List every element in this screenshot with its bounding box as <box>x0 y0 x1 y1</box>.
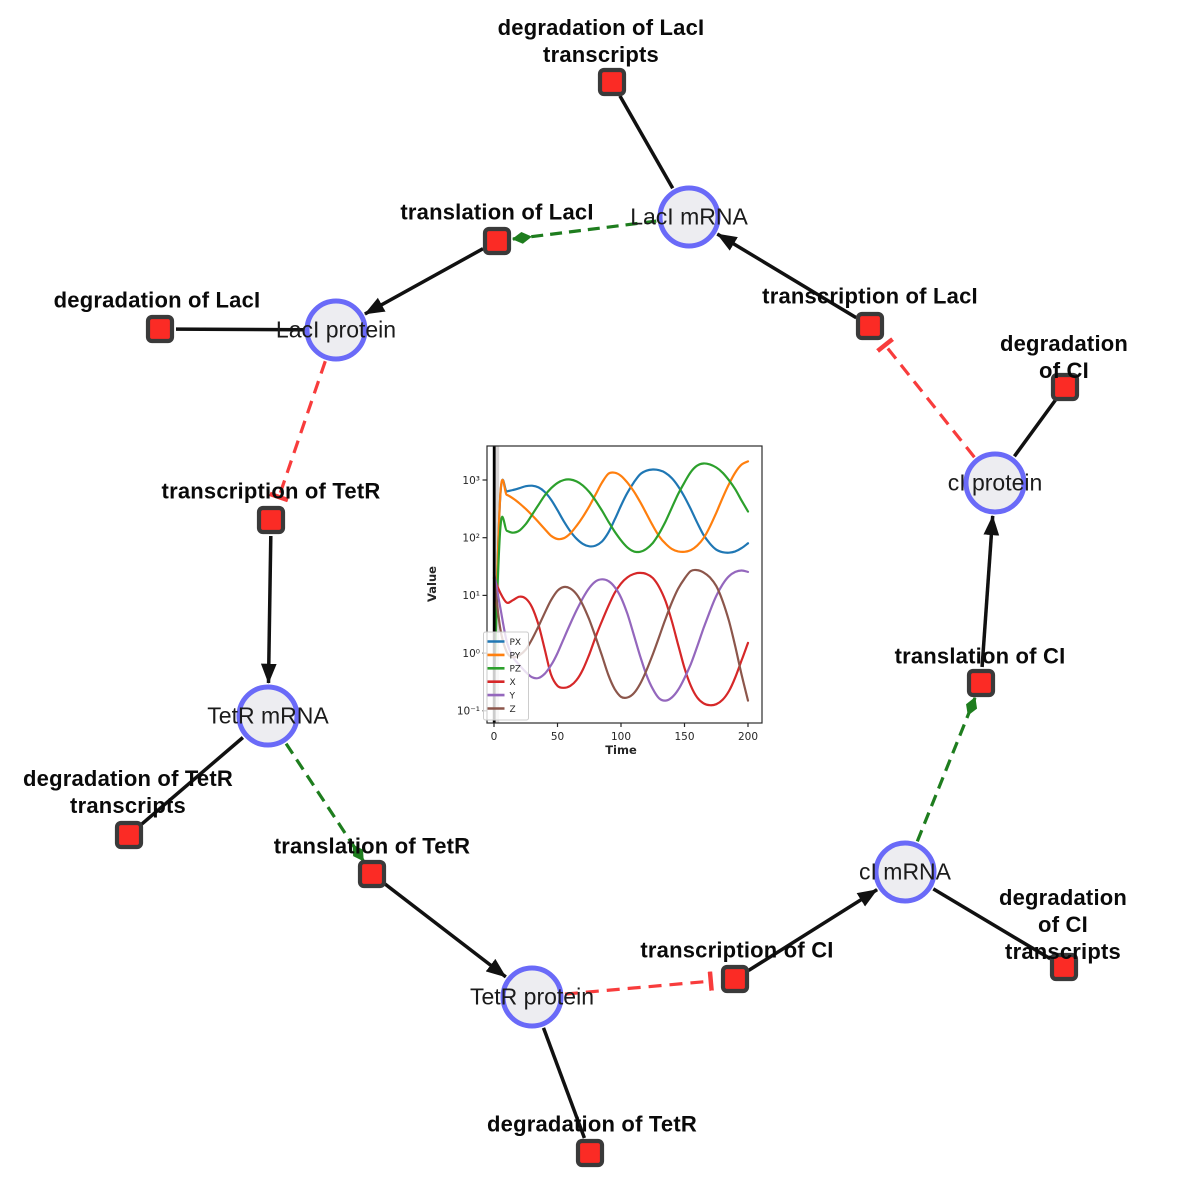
edge-reactant-ci-mrna-deg-ci-transcripts <box>932 887 1052 961</box>
legend-label: PZ <box>510 665 522 675</box>
x-tick-label: 0 <box>491 731 498 743</box>
series-line-PY <box>492 460 750 685</box>
timeseries-chart: 0 50 100 150 20010⁻¹10⁰10¹10²10³TimeValuePXP… <box>425 445 763 757</box>
y-tick-label: 10² <box>462 533 480 545</box>
reaction-node-deg-laci <box>145 314 175 344</box>
nodes-layer <box>114 67 1080 1168</box>
reaction-node-deg-tetr <box>575 1138 605 1168</box>
species-node-tetr-mrna <box>236 684 300 748</box>
y-tick-label: 10³ <box>462 475 480 487</box>
legend-entry-X: X <box>487 678 516 688</box>
x-axis-label: Time <box>605 743 637 757</box>
reaction-node-deg-ci <box>1050 372 1080 402</box>
legend-entry-PX: PX <box>487 638 522 648</box>
series-line-Z <box>492 568 750 702</box>
y-tick-label: 10¹ <box>462 590 480 602</box>
reaction-node-transcription-tetr <box>256 505 286 535</box>
legend-entry-Y: Y <box>487 692 516 702</box>
reaction-node-transcription-ci <box>720 964 750 994</box>
series-line-X <box>492 571 750 707</box>
edge-modifier-tetr-mrna-translation-tetr <box>284 742 365 862</box>
reaction-node-transcription-laci <box>855 311 885 341</box>
legend-label: X <box>510 678 516 688</box>
legend-entry-PY: PY <box>487 651 521 661</box>
legend-entry-PZ: PZ <box>487 665 522 675</box>
species-node-ci-mrna <box>873 840 937 904</box>
edge-product-translation-ci-ci-protein <box>980 515 1000 668</box>
edge-inhibition-laci-protein-transcription-tetr <box>269 360 327 503</box>
edges-layer <box>140 95 1058 1139</box>
reaction-node-translation-tetr <box>357 859 387 889</box>
species-node-laci-mrna <box>657 185 721 249</box>
legend-box <box>483 631 529 721</box>
species-node-laci-protein <box>304 298 368 362</box>
x-tick-label: 200 <box>738 731 758 743</box>
series-line-PZ <box>492 462 750 685</box>
edge-modifier-laci-mrna-translation-laci <box>511 219 657 244</box>
edge-inhibition-ci-protein-transcription-laci <box>876 337 976 459</box>
reaction-node-deg-laci-transcripts <box>597 67 627 97</box>
edge-product-translation-tetr-tetr-protein <box>383 882 507 979</box>
edge-product-translation-laci-laci-protein <box>364 247 484 316</box>
edge-reactant-tetr-mrna-deg-tetr-transcripts <box>140 736 245 826</box>
reaction-node-deg-tetr-transcripts <box>114 820 144 850</box>
edge-modifier-ci-mrna-translation-ci <box>915 696 978 842</box>
series-line-Y <box>492 569 750 702</box>
legend-label: Y <box>509 692 516 702</box>
legend-entry-Z: Z <box>487 705 516 715</box>
edge-product-transcription-laci-laci-mrna <box>716 232 858 320</box>
legend-label: Z <box>510 705 516 715</box>
x-tick-label: 50 <box>551 731 564 743</box>
legend: PX PY PZ XYZ <box>483 631 529 721</box>
reaction-node-translation-laci <box>482 226 512 256</box>
edge-product-transcription-ci-ci-mrna <box>747 888 879 972</box>
species-node-ci-protein <box>963 451 1027 515</box>
legend-label: PX <box>510 638 522 648</box>
legend-label: PY <box>510 651 521 661</box>
edge-product-transcription-tetr-tetr-mrna <box>260 535 277 684</box>
x-tick-label: 150 <box>674 731 694 743</box>
y-tick-label: 10⁻¹ <box>457 706 480 718</box>
x-tick-label: 100 <box>611 731 631 743</box>
y-axis-label: Value <box>425 566 439 602</box>
edge-reactant-laci-protein-deg-laci <box>175 327 304 332</box>
edge-reactant-ci-protein-deg-ci <box>1012 398 1058 458</box>
reaction-node-deg-ci-transcripts <box>1049 952 1079 982</box>
chart-plot-area <box>486 445 763 724</box>
species-node-tetr-protein <box>500 965 564 1029</box>
series-layer <box>492 460 750 707</box>
edge-reactant-tetr-protein-deg-tetr <box>541 1027 587 1139</box>
edge-inhibition-tetr-protein-transcription-ci <box>564 971 714 996</box>
reaction-node-translation-ci <box>966 668 996 698</box>
edge-reactant-laci-mrna-deg-laci-transcripts <box>618 95 675 190</box>
y-tick-label: 10⁰ <box>462 648 480 660</box>
